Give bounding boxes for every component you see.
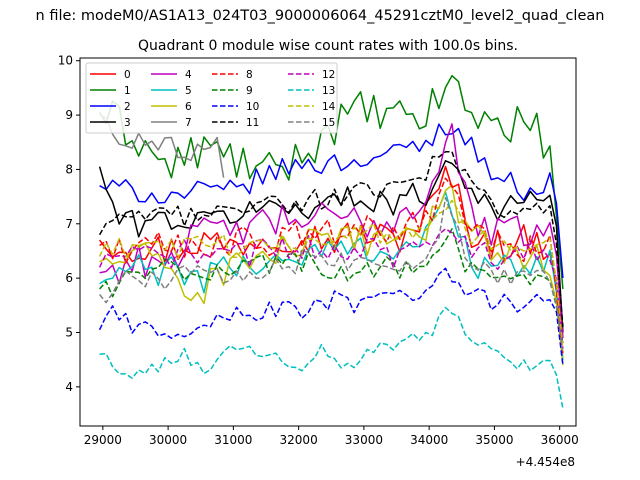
series-line-13 bbox=[99, 306, 564, 409]
legend-box bbox=[85, 62, 338, 134]
series-line-14 bbox=[98, 199, 564, 349]
legend-label-4: 4 bbox=[185, 69, 192, 81]
x-tick-label: 30000 bbox=[149, 433, 187, 447]
y-tick-label: 8 bbox=[65, 162, 73, 176]
legend-label-7: 7 bbox=[185, 117, 192, 129]
legend-label-2: 2 bbox=[124, 101, 131, 113]
y-tick-label: 6 bbox=[65, 271, 73, 285]
x-offset-label: +4.454e8 bbox=[516, 455, 575, 469]
legend-label-1: 1 bbox=[124, 85, 131, 97]
legend-label-10: 10 bbox=[246, 101, 259, 113]
legend-label-9: 9 bbox=[246, 85, 253, 97]
series-line-2 bbox=[99, 123, 564, 279]
series-line-10 bbox=[98, 267, 564, 366]
y-tick-label: 10 bbox=[58, 54, 73, 68]
y-tick-label: 4 bbox=[65, 380, 73, 394]
x-tick-label: 31000 bbox=[214, 433, 252, 447]
x-axis: 29000 30000 31000 32000 33000 34000 35000 36000 bbox=[84, 426, 579, 447]
x-tick-label: 33000 bbox=[345, 433, 383, 447]
legend-label-12: 12 bbox=[322, 69, 335, 81]
legend-label-15: 15 bbox=[322, 117, 335, 129]
figure-suptitle: n file: modeM0/AS1A13_024T03_9000006064_… bbox=[36, 8, 605, 24]
series-line-7 bbox=[99, 114, 225, 178]
y-tick-label: 5 bbox=[65, 326, 73, 340]
x-tick-label: 29000 bbox=[84, 433, 122, 447]
x-tick-label: 34000 bbox=[410, 433, 448, 447]
series-line-15 bbox=[99, 197, 564, 355]
series-line-11 bbox=[98, 150, 564, 328]
chart-title: Quadrant 0 module wise count rates with … bbox=[138, 38, 518, 54]
y-tick-label: 9 bbox=[65, 108, 73, 122]
legend-label-8: 8 bbox=[246, 69, 253, 81]
y-tick-label: 7 bbox=[65, 217, 73, 231]
x-tick-label: 35000 bbox=[475, 433, 513, 447]
series-line-12 bbox=[98, 228, 564, 349]
plot-area bbox=[98, 74, 564, 409]
legend-label-6: 6 bbox=[185, 101, 192, 113]
legend-label-3: 3 bbox=[124, 117, 131, 129]
series-line-6 bbox=[99, 184, 564, 366]
series-line-5 bbox=[99, 191, 564, 360]
legend-label-5: 5 bbox=[185, 85, 192, 97]
legend-label-11: 11 bbox=[246, 117, 259, 129]
axes-frame bbox=[79, 57, 577, 427]
series-line-9 bbox=[99, 228, 564, 344]
legend-label-14: 14 bbox=[322, 101, 336, 113]
x-tick-label: 36000 bbox=[541, 433, 579, 447]
y-axis: 4 5 6 7 8 9 10 bbox=[58, 54, 80, 394]
x-tick-label: 32000 bbox=[280, 433, 318, 447]
legend-label-0: 0 bbox=[124, 69, 131, 81]
legend-label-13: 13 bbox=[322, 85, 335, 97]
